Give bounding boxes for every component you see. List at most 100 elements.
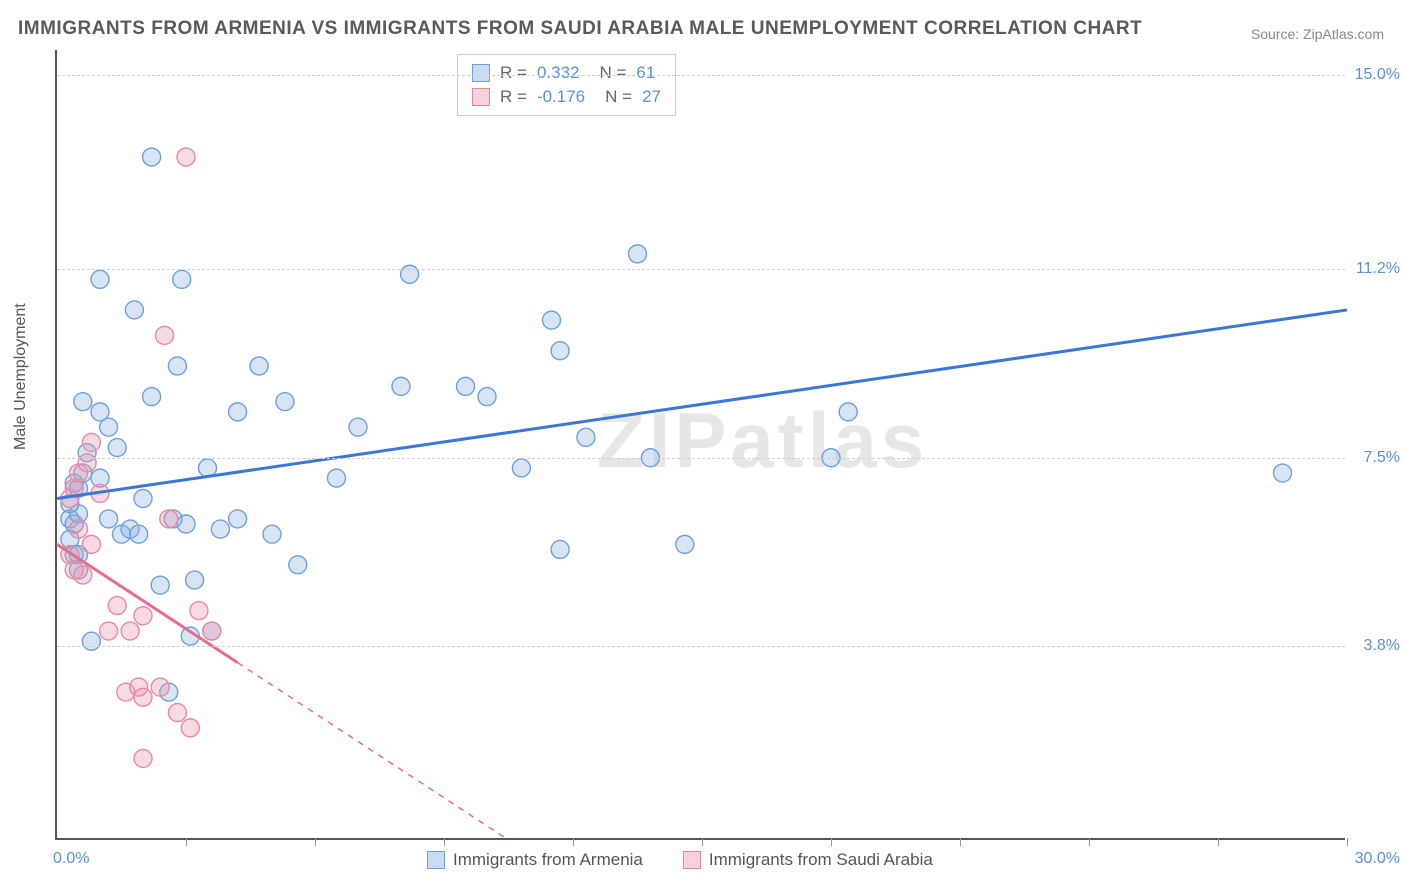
data-point xyxy=(100,622,118,640)
swatch-saudi xyxy=(472,88,490,106)
x-tick xyxy=(573,838,574,846)
data-point xyxy=(134,607,152,625)
correlation-legend: R = 0.332 N = 61 R = -0.176 N = 27 xyxy=(457,54,676,116)
legend-item-armenia: Immigrants from Armenia xyxy=(427,850,643,870)
correlation-row-saudi: R = -0.176 N = 27 xyxy=(472,85,661,109)
data-point xyxy=(349,418,367,436)
data-point xyxy=(181,719,199,737)
x-axis-max-label: 30.0% xyxy=(1355,850,1400,868)
swatch-armenia xyxy=(472,64,490,82)
r-label: R = xyxy=(500,63,527,83)
data-point xyxy=(229,403,247,421)
y-tick-label: 15.0% xyxy=(1350,66,1400,84)
data-point xyxy=(168,357,186,375)
legend-label-armenia: Immigrants from Armenia xyxy=(453,850,643,870)
chart-container: IMMIGRANTS FROM ARMENIA VS IMMIGRANTS FR… xyxy=(0,0,1406,892)
x-tick xyxy=(444,838,445,846)
y-axis-label: Male Unemployment xyxy=(12,303,30,450)
data-point xyxy=(478,388,496,406)
data-point xyxy=(160,510,178,528)
data-point xyxy=(203,622,221,640)
data-point xyxy=(82,535,100,553)
data-point xyxy=(289,556,307,574)
data-point xyxy=(629,245,647,263)
data-point xyxy=(134,490,152,508)
x-tick xyxy=(1089,838,1090,846)
gridline xyxy=(57,458,1345,459)
data-point xyxy=(551,540,569,558)
data-point xyxy=(143,388,161,406)
data-point xyxy=(91,270,109,288)
data-point xyxy=(143,148,161,166)
data-point xyxy=(168,704,186,722)
y-tick-label: 7.5% xyxy=(1350,449,1400,467)
data-point xyxy=(186,571,204,589)
data-point xyxy=(134,749,152,767)
data-point xyxy=(108,439,126,457)
data-point xyxy=(551,342,569,360)
data-point xyxy=(74,393,92,411)
correlation-row-armenia: R = 0.332 N = 61 xyxy=(472,61,661,85)
data-point xyxy=(676,535,694,553)
x-tick xyxy=(186,838,187,846)
data-point xyxy=(151,678,169,696)
source-label: Source: ZipAtlas.com xyxy=(1251,26,1384,42)
n-label: N = xyxy=(605,87,632,107)
y-tick-label: 11.2% xyxy=(1350,260,1400,278)
data-point xyxy=(392,377,410,395)
data-point xyxy=(543,311,561,329)
data-point xyxy=(82,632,100,650)
data-point xyxy=(328,469,346,487)
data-point xyxy=(577,428,595,446)
legend-item-saudi: Immigrants from Saudi Arabia xyxy=(683,850,933,870)
chart-title: IMMIGRANTS FROM ARMENIA VS IMMIGRANTS FR… xyxy=(18,18,1142,40)
data-point xyxy=(78,454,96,472)
data-point xyxy=(82,433,100,451)
data-point xyxy=(401,265,419,283)
gridline xyxy=(57,269,1345,270)
r-value-saudi: -0.176 xyxy=(537,87,585,107)
swatch-armenia-icon xyxy=(427,851,445,869)
n-label: N = xyxy=(599,63,626,83)
x-tick xyxy=(315,838,316,846)
data-point xyxy=(1274,464,1292,482)
x-tick xyxy=(960,838,961,846)
data-point xyxy=(74,566,92,584)
data-point xyxy=(100,510,118,528)
data-point xyxy=(229,510,247,528)
data-point xyxy=(173,270,191,288)
plot-svg xyxy=(57,50,1345,838)
data-point xyxy=(512,459,530,477)
r-value-armenia: 0.332 xyxy=(537,63,580,83)
data-point xyxy=(151,576,169,594)
data-point xyxy=(177,148,195,166)
data-point xyxy=(134,688,152,706)
data-point xyxy=(156,326,174,344)
data-point xyxy=(70,520,88,538)
plot-area: ZIPatlas R = 0.332 N = 61 R = -0.176 N =… xyxy=(55,50,1345,840)
x-tick xyxy=(1218,838,1219,846)
data-point xyxy=(457,377,475,395)
x-tick xyxy=(1347,838,1348,846)
data-point xyxy=(130,525,148,543)
swatch-saudi-icon xyxy=(683,851,701,869)
data-point xyxy=(839,403,857,421)
n-value-armenia: 61 xyxy=(636,63,655,83)
trend-line xyxy=(57,310,1347,499)
n-value-saudi: 27 xyxy=(642,87,661,107)
x-tick xyxy=(831,838,832,846)
x-axis-min-label: 0.0% xyxy=(53,850,89,868)
x-tick xyxy=(702,838,703,846)
trend-line-dashed xyxy=(238,663,509,840)
data-point xyxy=(100,418,118,436)
data-point xyxy=(211,520,229,538)
data-point xyxy=(177,515,195,533)
data-point xyxy=(190,602,208,620)
gridline xyxy=(57,646,1345,647)
data-point xyxy=(250,357,268,375)
series-legend: Immigrants from Armenia Immigrants from … xyxy=(427,850,933,870)
data-point xyxy=(125,301,143,319)
y-tick-label: 3.8% xyxy=(1350,637,1400,655)
data-point xyxy=(108,597,126,615)
gridline xyxy=(57,75,1345,76)
